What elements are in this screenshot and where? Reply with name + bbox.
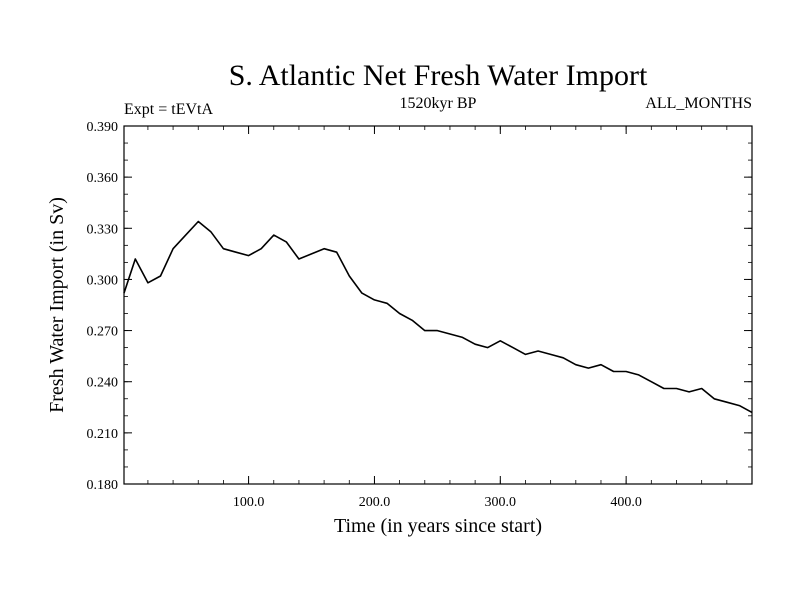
y-axis-label: Fresh Water Import (in Sv) (46, 197, 68, 413)
plot-area (123, 220, 753, 414)
series-line-0 (123, 220, 753, 414)
period-label: 1520kyr BP (400, 95, 477, 112)
y-tick-label: 0.300 (87, 273, 119, 288)
months-label: ALL_MONTHS (645, 95, 752, 112)
experiment-label: Expt = tEVtA (124, 101, 213, 118)
y-tick-label: 0.360 (87, 171, 119, 186)
y-tick-label: 0.240 (87, 376, 119, 391)
y-tick-label: 0.210 (87, 427, 119, 442)
chart-title: S. Atlantic Net Fresh Water Import (229, 59, 648, 92)
x-axis-label: Time (in years since start) (334, 515, 542, 537)
y-tick-label: 0.390 (87, 120, 119, 135)
x-tick-label: 400.0 (610, 495, 642, 510)
plot-frame (123, 125, 753, 485)
x-tick-label: 100.0 (233, 495, 265, 510)
x-tick-label: 300.0 (485, 495, 517, 510)
x-tick-label: 200.0 (359, 495, 391, 510)
y-tick-label: 0.180 (87, 478, 119, 493)
tick-labels: 0.180 0.210 0.240 0.270 0.300 0.330 0.360 0.390… (87, 120, 642, 510)
y-tick-label: 0.330 (87, 222, 119, 237)
y-tick-label: 0.270 (87, 325, 119, 340)
